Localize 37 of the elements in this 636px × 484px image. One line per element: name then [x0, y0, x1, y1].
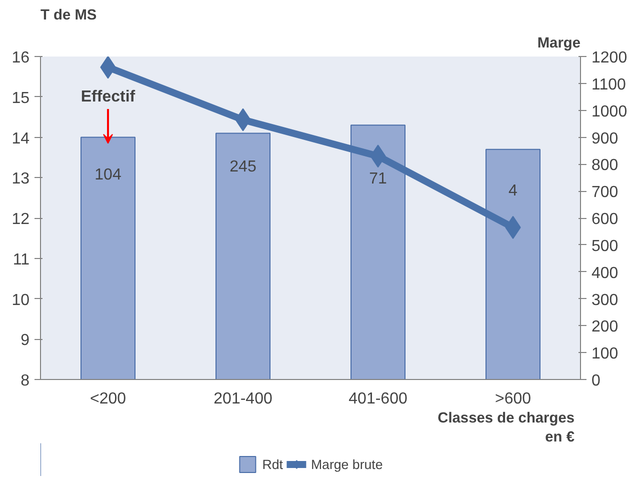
legend-label: Marge brute — [310, 456, 383, 472]
y2-tick-label: 100 — [592, 346, 618, 363]
y2-tick-label: 1200 — [592, 50, 628, 66]
y-tick-label: 11 — [12, 251, 30, 268]
y2-axis-title: Marge — [537, 36, 581, 52]
y2-tick-label: 500 — [592, 238, 618, 255]
x-tick-label: 401-600 — [348, 390, 408, 408]
legend-label: Rdt — [262, 456, 283, 472]
annotation: 245 — [230, 158, 256, 176]
annotation: 4 — [508, 182, 518, 200]
y2-tick-label: 600 — [592, 211, 618, 228]
annotation: 71 — [369, 170, 387, 188]
y2-tick-label: 300 — [592, 292, 618, 309]
y2-tick-label: 1000 — [592, 103, 628, 120]
y-tick-label: 16 — [12, 50, 30, 66]
y2-tick-label: 700 — [592, 184, 618, 202]
y-tick-label: 10 — [12, 292, 30, 309]
y2-tick-label: 0 — [592, 372, 600, 390]
x-tick-label: 201-400 — [214, 390, 272, 408]
x-tick-label: >600 — [494, 390, 532, 408]
y2-tick-label: 800 — [592, 157, 618, 174]
y-axis-title: T de MS — [40, 8, 97, 24]
y-tick-label: 8 — [20, 372, 30, 390]
y-tick-label: 9 — [20, 332, 30, 350]
y-tick-label: 15 — [12, 90, 30, 107]
y2-tick-label: 1100 — [592, 76, 626, 94]
y-tick-label: 13 — [12, 170, 30, 188]
x-axis-title: Classes de charges en € — [438, 410, 574, 446]
y2-tick-label: 200 — [592, 318, 618, 336]
y-tick-label: 14 — [12, 130, 30, 148]
x-tick-label: <200 — [90, 390, 126, 408]
y-tick-label: 12 — [12, 211, 30, 228]
annotation: 104 — [94, 166, 122, 184]
point — [100, 56, 116, 79]
y2-tick-label: 900 — [592, 130, 618, 148]
y2-tick-label: 400 — [592, 264, 618, 282]
annotation: Effectif — [80, 88, 136, 106]
